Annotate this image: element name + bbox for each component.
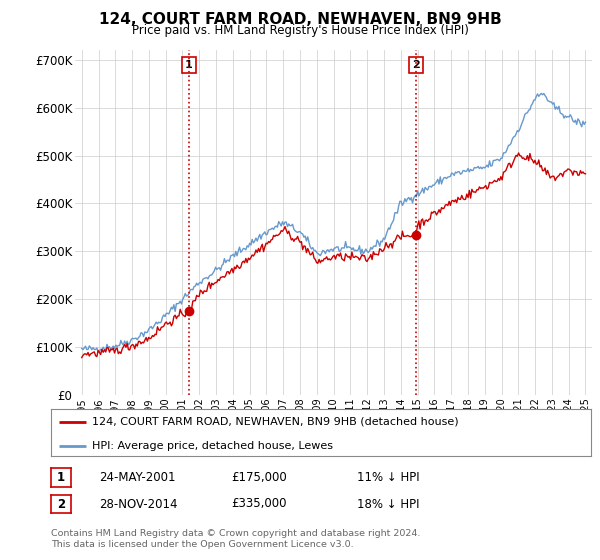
- Text: Contains HM Land Registry data © Crown copyright and database right 2024.
This d: Contains HM Land Registry data © Crown c…: [51, 529, 421, 549]
- Text: 1: 1: [57, 471, 65, 484]
- Text: 18% ↓ HPI: 18% ↓ HPI: [357, 497, 419, 511]
- Text: 124, COURT FARM ROAD, NEWHAVEN, BN9 9HB (detached house): 124, COURT FARM ROAD, NEWHAVEN, BN9 9HB …: [91, 417, 458, 427]
- Text: 24-MAY-2001: 24-MAY-2001: [99, 471, 176, 484]
- Text: 124, COURT FARM ROAD, NEWHAVEN, BN9 9HB: 124, COURT FARM ROAD, NEWHAVEN, BN9 9HB: [98, 12, 502, 27]
- Text: 2: 2: [57, 497, 65, 511]
- Text: 2: 2: [412, 60, 420, 70]
- Text: £175,000: £175,000: [231, 471, 287, 484]
- Text: 28-NOV-2014: 28-NOV-2014: [99, 497, 178, 511]
- Text: HPI: Average price, detached house, Lewes: HPI: Average price, detached house, Lewe…: [91, 441, 332, 451]
- Text: 1: 1: [185, 60, 193, 70]
- Text: £335,000: £335,000: [231, 497, 287, 511]
- Text: 11% ↓ HPI: 11% ↓ HPI: [357, 471, 419, 484]
- Text: Price paid vs. HM Land Registry's House Price Index (HPI): Price paid vs. HM Land Registry's House …: [131, 24, 469, 36]
